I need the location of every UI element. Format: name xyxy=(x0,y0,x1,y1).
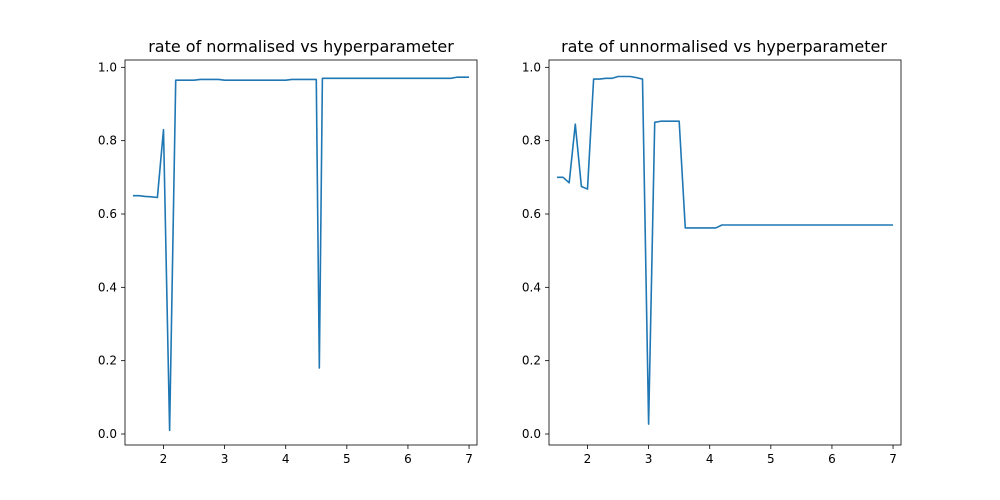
x-tick-label: 2 xyxy=(584,452,592,466)
x-tick-label: 4 xyxy=(282,452,290,466)
x-tick-label: 2 xyxy=(160,452,168,466)
y-tick-label: 0.2 xyxy=(98,354,117,368)
y-tick-label: 0.8 xyxy=(522,134,541,148)
y-tick-label: 0.8 xyxy=(98,134,117,148)
series-line xyxy=(556,75,894,425)
x-tick-label: 7 xyxy=(889,452,897,466)
axes-frame xyxy=(124,59,478,446)
chart-unnormalised: rate of unnormalised vs hyperparameter 2… xyxy=(522,37,902,466)
plot-area: 2 3 4 5 6 7 0.0 0.2 0.4 0.6 0.8 1.0 xyxy=(522,59,902,466)
x-tick-label: 5 xyxy=(343,452,351,466)
y-tick-label: 0.6 xyxy=(522,207,541,221)
axes-frame xyxy=(548,59,902,446)
series-line xyxy=(132,76,470,432)
plot-area: 2 3 4 5 6 7 0.0 0.2 0.4 0.6 0.8 1.0 xyxy=(98,59,478,466)
chart-title: rate of unnormalised vs hyperparameter xyxy=(561,37,887,56)
y-tick-label: 1.0 xyxy=(522,60,541,74)
y-tick-label: 0.0 xyxy=(522,427,541,441)
chart-title: rate of normalised vs hyperparameter xyxy=(148,37,454,56)
y-tick-label: 0.0 xyxy=(98,427,117,441)
x-tick-label: 6 xyxy=(828,452,836,466)
x-tick-label: 4 xyxy=(706,452,714,466)
chart-normalised: rate of normalised vs hyperparameter 2 3 4… xyxy=(98,37,478,466)
y-tick-label: 0.2 xyxy=(522,354,541,368)
x-tick-label: 5 xyxy=(767,452,775,466)
x-tick-label: 3 xyxy=(221,452,229,466)
x-tick-label: 6 xyxy=(404,452,412,466)
x-tick-label: 3 xyxy=(645,452,653,466)
x-tick-label: 7 xyxy=(465,452,473,466)
y-tick-label: 1.0 xyxy=(98,60,117,74)
y-tick-label: 0.4 xyxy=(522,280,541,294)
y-tick-label: 0.6 xyxy=(98,207,117,221)
y-tick-label: 0.4 xyxy=(98,280,117,294)
